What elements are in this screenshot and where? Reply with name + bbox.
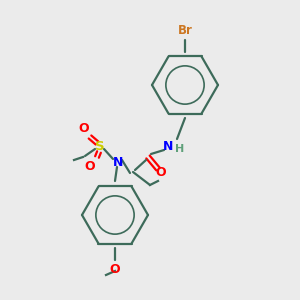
Text: S: S: [95, 140, 105, 154]
Text: H: H: [176, 144, 184, 154]
Text: Br: Br: [178, 24, 192, 37]
Text: O: O: [79, 122, 89, 136]
Text: O: O: [110, 263, 120, 276]
Text: N: N: [163, 140, 173, 154]
Text: O: O: [156, 166, 166, 178]
Text: O: O: [85, 160, 95, 173]
Text: N: N: [113, 155, 123, 169]
